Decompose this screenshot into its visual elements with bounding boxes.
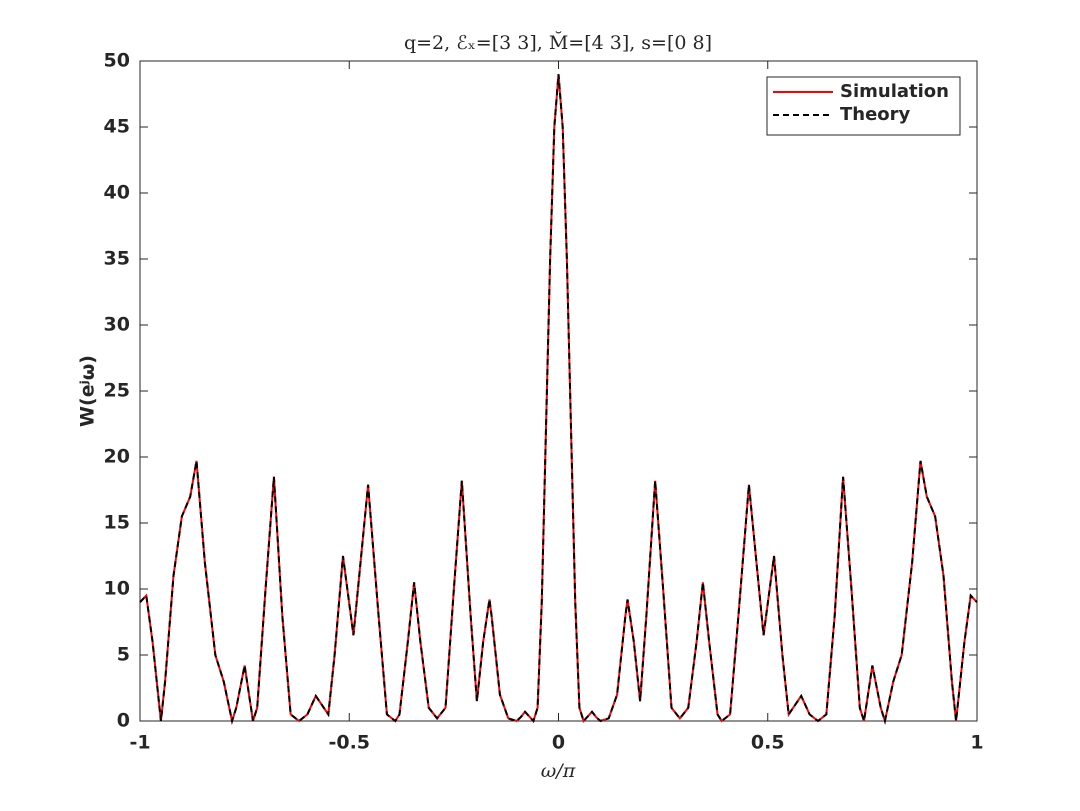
y-tick-label: 45: [104, 116, 130, 138]
y-tick-label: 40: [104, 182, 130, 204]
legend-box: [766, 76, 961, 136]
plot-area: [139, 74, 978, 725]
legend-label: Simulation: [840, 81, 949, 102]
plot-frame: [139, 60, 978, 722]
x-tick-label: 0: [552, 732, 565, 754]
x-tick-label: 1: [970, 732, 983, 754]
y-tick-label: 30: [104, 314, 130, 336]
legend-label: Theory: [840, 104, 911, 125]
y-tick-label: 10: [104, 578, 130, 600]
x-tick-label: -0.5: [328, 732, 370, 754]
x-tick-label: -1: [129, 732, 150, 754]
y-tick-label: 0: [117, 710, 130, 732]
y-tick-label: 5: [117, 644, 130, 666]
y-tick-label: 50: [104, 50, 130, 72]
y-axis-label: W(eʲω): [77, 355, 99, 427]
y-tick-label: 35: [104, 248, 130, 270]
x-axis-label: ω/π: [541, 760, 576, 782]
y-tick-label: 15: [104, 512, 130, 534]
chart-title: q=2, ℰₓ=[3 3], M̆=[4 3], s=[0 8]: [404, 32, 712, 54]
y-tick-label: 25: [104, 380, 130, 402]
y-tick-label: 20: [104, 446, 130, 468]
x-tick-label: 0.5: [751, 732, 785, 754]
series-line: [139, 74, 978, 725]
